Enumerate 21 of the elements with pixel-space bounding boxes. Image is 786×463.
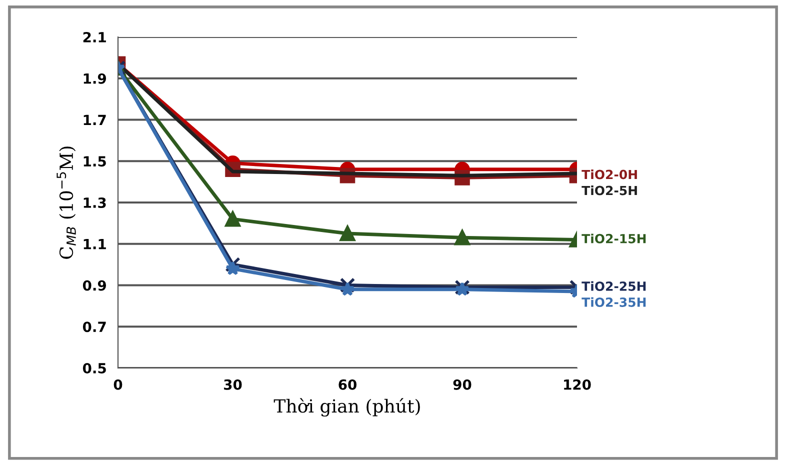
x-tick-label: 30 <box>224 379 242 390</box>
y-tick-label: 1.5 <box>84 156 106 167</box>
y-tick-label: 1.1 <box>84 239 106 250</box>
series-label: TiO2-0H <box>582 170 637 180</box>
y-tick-label: 0.9 <box>82 280 106 291</box>
x-axis-title: Thời gian (phút) <box>274 398 420 417</box>
y-tick-label: 1.7 <box>84 114 106 126</box>
y-tick-label: 0.7 <box>82 322 106 332</box>
y-axis-title: C$_{MB}$ (10$^{−5}$M) <box>56 146 76 259</box>
x-tick-label: 60 <box>338 379 356 390</box>
series-label: TiO2-15H <box>582 234 646 244</box>
y-tick-label: 0.5 <box>82 362 106 374</box>
series-label: TiO2-25H <box>582 281 646 291</box>
x-tick-label: 120 <box>564 379 591 390</box>
y-tick-label: 1.9 <box>84 73 106 84</box>
x-tick-label: 90 <box>453 379 472 390</box>
x-tick-label: 0 <box>114 379 122 390</box>
y-tick-label: 2.1 <box>83 32 106 42</box>
series-label: TiO2-35H <box>582 297 646 307</box>
series-label: TiO2-5H <box>582 186 637 196</box>
y-tick-label: 1.3 <box>84 197 106 208</box>
